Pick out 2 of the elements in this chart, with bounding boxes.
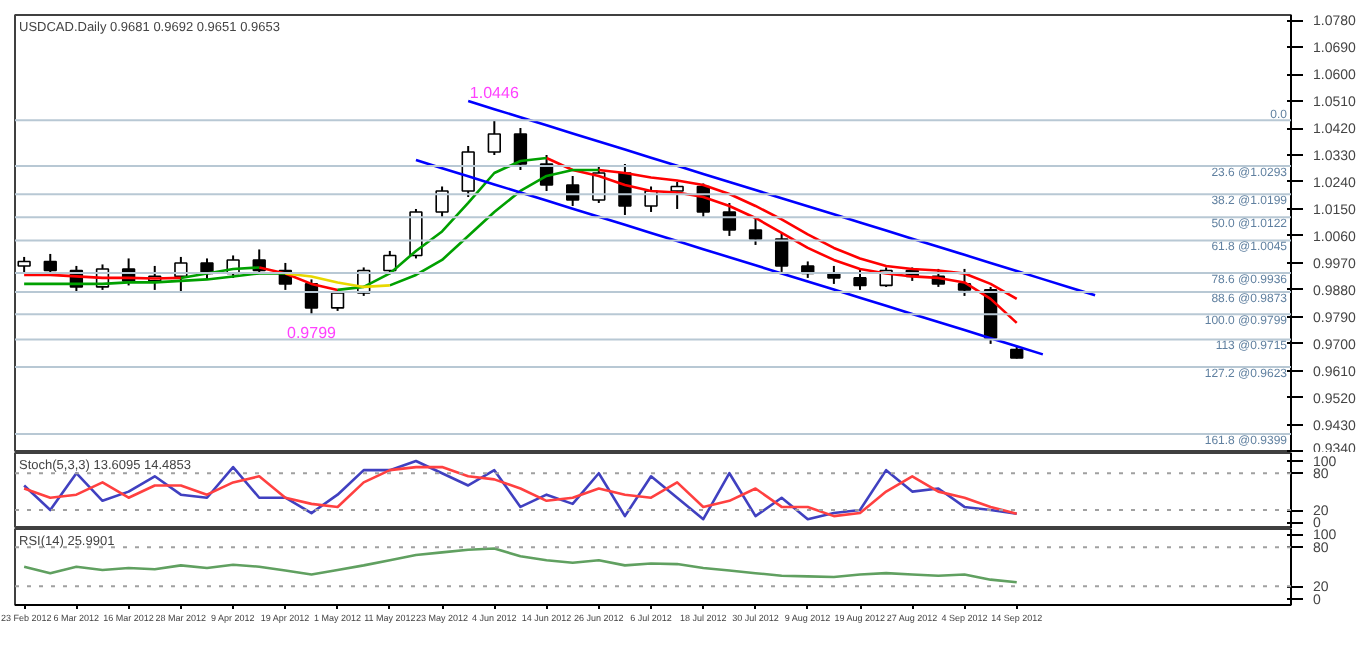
annotation: 0.9799	[287, 324, 338, 343]
annotation: 1.0446	[469, 84, 520, 103]
